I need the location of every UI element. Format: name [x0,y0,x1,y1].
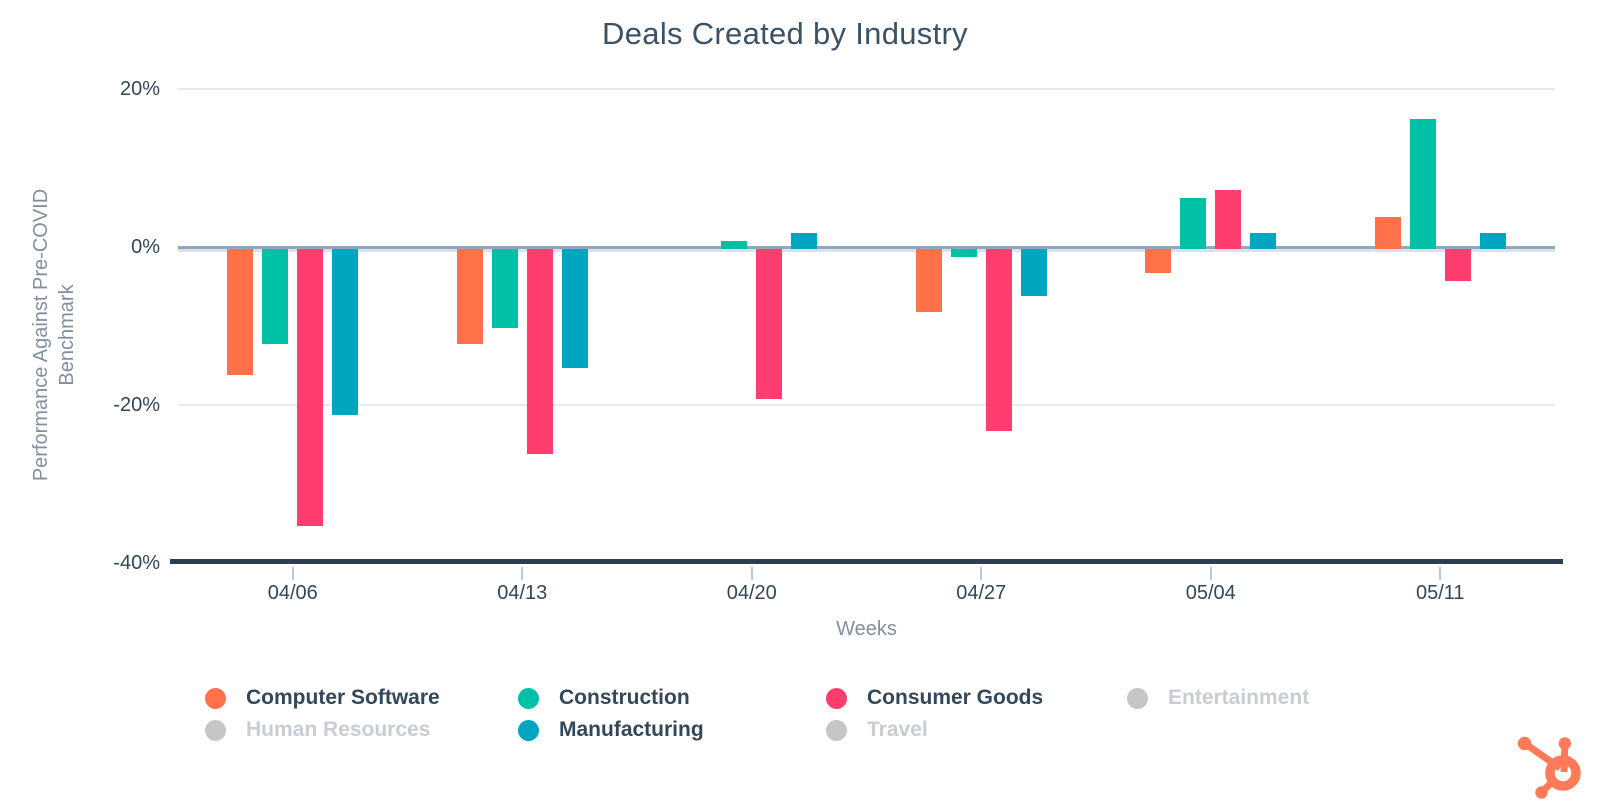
bar-computer-software-04-27[interactable] [915,249,942,313]
bar-construction-04-27[interactable] [950,249,977,257]
bar-construction-05-04[interactable] [1180,197,1207,249]
bar-computer-software-05-11[interactable] [1374,217,1401,249]
legend-label: Manufacturing [559,718,704,741]
legend-item-entertainment[interactable]: Entertainment [1127,686,1310,709]
bar-construction-04-20[interactable] [721,241,748,249]
y-tick-label: 20% [119,78,160,100]
legend-label: Travel [867,718,928,741]
bar-manufacturing-05-04[interactable] [1250,233,1277,249]
bar-construction-04-13[interactable] [491,249,518,328]
bar-computer-software-04-13[interactable] [456,249,483,344]
x-axis-tick [291,567,294,580]
y-axis-title: Performance Against Pre-COVID Benchmark [28,135,80,535]
legend-item-travel[interactable]: Travel [826,718,1127,741]
bar-manufacturing-05-11[interactable] [1479,233,1506,249]
legend-item-computer-software[interactable]: Computer Software [205,686,518,709]
bar-construction-05-11[interactable] [1409,118,1436,249]
legend-item-manufacturing[interactable]: Manufacturing [518,718,826,741]
bar-consumer-goods-04-06[interactable] [297,249,324,526]
legend-item-construction[interactable]: Construction [518,686,826,709]
bar-manufacturing-04-06[interactable] [332,249,359,415]
legend-dot-human-resources [205,719,226,741]
bar-consumer-goods-04-13[interactable] [526,249,553,455]
bar-manufacturing-04-13[interactable] [561,249,588,368]
legend-dot-manufacturing [518,719,539,741]
x-axis-tick [980,567,983,580]
legend-dot-entertainment [1127,687,1148,709]
bar-consumer-goods-04-20[interactable] [756,249,783,400]
bar-construction-04-06[interactable] [262,249,289,344]
legend-dot-computer-software [205,687,226,709]
x-axis-tick [1439,567,1442,580]
x-tick-label: 04/27 [956,582,1007,604]
y-tick-label: 0% [131,236,160,258]
y-tick-label: -40% [113,552,160,574]
legend-item-human-resources[interactable]: Human Resources [205,718,518,741]
bar-manufacturing-04-27[interactable] [1020,249,1047,297]
gridline [178,404,1555,406]
chart-title: Deals Created by Industry [602,16,968,51]
x-tick-label: 04/06 [267,582,318,604]
x-tick-label: 05/04 [1185,582,1236,604]
bar-consumer-goods-05-11[interactable] [1444,249,1471,281]
legend: Computer Software Construction Consumer Go… [205,686,1310,741]
bar-manufacturing-04-20[interactable] [791,233,818,249]
zero-baseline-shadow [178,249,1555,252]
x-axis-tick [1209,567,1212,580]
legend-dot-travel [826,719,847,741]
bar-computer-software-04-06[interactable] [227,249,254,376]
x-axis-title: Weeks [836,618,897,640]
x-axis-line [170,559,1563,564]
bar-computer-software-05-04[interactable] [1145,249,1172,273]
y-tick-label: -20% [113,394,160,416]
legend-label: Consumer Goods [867,686,1044,709]
x-tick-label: 05/11 [1415,582,1465,604]
x-tick-label: 04/20 [726,582,777,604]
bar-consumer-goods-04-27[interactable] [985,249,1012,431]
hubspot-sprocket-logo [1517,736,1581,799]
x-axis-tick [750,567,753,580]
legend-label: Computer Software [246,686,440,709]
legend-label: Construction [559,686,690,709]
plot-area: 20% 0% -20% -40% 04/06 04/13 04/20 04/27 05/04 05… [113,78,1563,604]
y-axis-title-line2: Benchmark [56,284,78,386]
legend-label: Human Resources [246,718,431,741]
bar-consumer-goods-05-04[interactable] [1215,189,1242,249]
gridline [178,88,1555,90]
x-tick-label: 04/13 [497,582,548,604]
zero-baseline [178,245,1555,249]
x-axis-tick [521,567,524,580]
y-axis-title-line1: Performance Against Pre-COVID [30,188,52,482]
legend-dot-construction [518,687,539,709]
legend-item-consumer-goods[interactable]: Consumer Goods [826,686,1127,709]
legend-label: Entertainment [1168,686,1310,709]
legend-dot-consumer-goods [826,687,847,709]
